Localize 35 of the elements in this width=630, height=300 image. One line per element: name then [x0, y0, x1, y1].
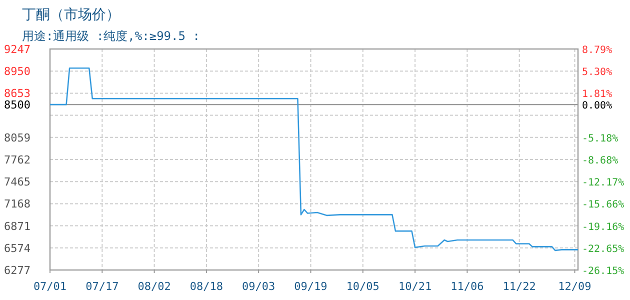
- y2tick: -5.18%: [582, 133, 618, 144]
- ytick: 8059: [4, 131, 30, 144]
- y2tick: 5.30%: [582, 67, 612, 78]
- xtick: 12/09: [558, 280, 592, 293]
- y2tick: -8.68%: [582, 156, 618, 166]
- ytick: 6871: [4, 220, 30, 233]
- y2tick: -19.16%: [582, 222, 624, 233]
- ytick: 6277: [4, 264, 30, 277]
- subtitle: 用途:通用级 :纯度,%:≥99.5 :: [22, 29, 200, 43]
- xtick: 08/18: [190, 280, 223, 293]
- xtick: 08/02: [138, 280, 171, 293]
- y2tick: -15.66%: [582, 200, 624, 211]
- y2tick: -22.65%: [582, 244, 624, 255]
- y2tick: -12.17%: [582, 178, 624, 189]
- ytick: 7168: [4, 198, 30, 211]
- y2tick: -26.15%: [582, 266, 624, 277]
- ytick: 6574: [4, 242, 30, 255]
- xtick: 09/03: [242, 280, 276, 293]
- y2tick: 0.00%: [582, 100, 612, 112]
- ytick: 7762: [4, 154, 30, 166]
- xtick: 11/22: [502, 280, 536, 293]
- y2tick: 1.81%: [582, 89, 612, 100]
- ytick: 8500: [4, 98, 30, 112]
- xtick: 10/05: [346, 280, 380, 293]
- xtick: 10/21: [398, 280, 432, 293]
- ytick: 9247: [4, 43, 30, 56]
- y2tick: 8.79%: [582, 45, 612, 56]
- ytick: 8950: [4, 65, 30, 78]
- ytick: 8653: [4, 87, 30, 100]
- xtick: 07/01: [33, 280, 67, 293]
- ytick: 7465: [4, 176, 30, 189]
- title: 丁酮（市场价）: [22, 7, 120, 23]
- xtick: 11/06: [450, 280, 484, 293]
- xtick: 09/19: [294, 280, 328, 293]
- xtick: 07/17: [86, 280, 119, 293]
